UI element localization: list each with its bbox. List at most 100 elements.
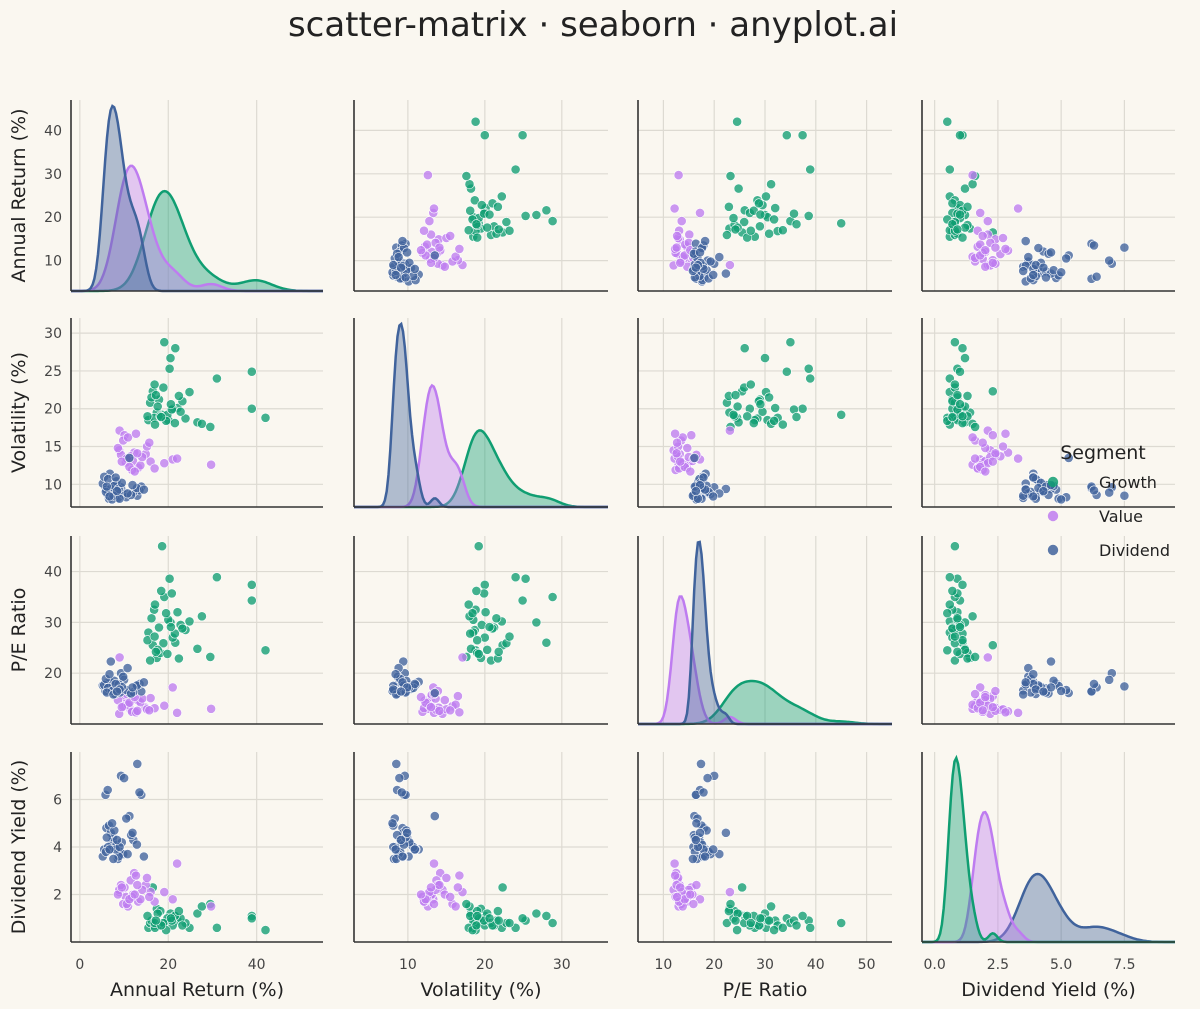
scatter-point-growth: [755, 399, 766, 410]
scatter-point-value: [454, 243, 465, 254]
scatter-point-growth: [246, 403, 257, 414]
scatter-point-growth: [246, 913, 257, 924]
scatter-point-value: [445, 230, 456, 241]
scatter-point-dividend: [1038, 686, 1049, 697]
scatter-point-growth: [547, 216, 558, 226]
scatter-point-growth: [531, 908, 542, 919]
scatter-point-value: [426, 702, 436, 713]
scatter-point-value: [457, 652, 468, 663]
scatter-point-growth: [944, 599, 955, 610]
scatter-point-dividend: [118, 671, 129, 682]
scatter-point-dividend: [1089, 240, 1099, 251]
scatter-point-growth: [755, 209, 766, 220]
x-tick-label: 40: [807, 957, 825, 973]
scatter-point-growth: [541, 911, 552, 921]
scatter-point-growth: [745, 225, 756, 236]
scatter-point-value: [669, 858, 680, 869]
scatter-point-value: [970, 453, 980, 464]
scatter-point-value: [450, 251, 461, 262]
scatter-point-growth: [180, 413, 191, 424]
scatter-point-value: [695, 894, 705, 905]
scatter-point-growth: [154, 622, 164, 633]
scatter-point-dividend: [121, 813, 132, 824]
scatter-point-value: [145, 693, 156, 703]
scatter-point-dividend: [1028, 669, 1039, 680]
legend: Segment Growth Value Dividend: [1047, 442, 1170, 560]
scatter-point-growth: [504, 225, 515, 236]
scatter-point-growth: [836, 218, 847, 229]
scatter-point-value: [416, 692, 426, 702]
scatter-point-growth: [479, 130, 490, 141]
scatter-point-value: [1013, 707, 1023, 718]
scatter-point-growth: [491, 613, 502, 624]
scatter-point-growth: [805, 922, 816, 933]
scatter-point-value: [672, 230, 682, 241]
scatter-point-growth: [777, 225, 788, 236]
scatter-point-value: [670, 870, 680, 881]
chart-title: scatter-matrix · seaborn · anyplot.ai: [288, 5, 898, 45]
scatter-point-growth: [947, 586, 958, 596]
scatter-point-dividend: [688, 854, 698, 864]
scatter-point-growth: [732, 116, 742, 127]
scatter-point-growth: [196, 611, 207, 622]
panel-r0-c2: [637, 100, 892, 292]
scatter-point-growth: [970, 421, 980, 432]
x-tick-label: 20: [705, 957, 723, 973]
scatter-point-growth: [156, 586, 167, 596]
scatter-point-value: [439, 695, 450, 705]
scatter-point-value: [990, 242, 1001, 253]
y-tick-label: 20: [44, 210, 62, 226]
scatter-point-value: [675, 257, 686, 268]
scatter-point-growth: [480, 607, 491, 618]
scatter-point-value: [142, 873, 152, 883]
scatter-point-dividend: [104, 669, 115, 680]
scatter-point-growth: [246, 366, 257, 377]
scatter-point-dividend: [127, 682, 138, 693]
scatter-point-value: [980, 692, 991, 702]
scatter-point-growth: [722, 230, 732, 240]
panel-r0-c3: [921, 100, 1175, 292]
scatter-point-value: [987, 702, 998, 713]
kde-fill-dividend: [638, 542, 892, 724]
scatter-point-value: [144, 437, 155, 448]
scatter-point-value: [114, 652, 125, 663]
scatter-point-growth: [957, 343, 968, 354]
legend-items: Growth Value Dividend: [1047, 473, 1170, 560]
scatter-point-growth: [150, 646, 161, 657]
y-axis-label: Dividend Yield (%): [8, 760, 30, 934]
scatter-point-dividend: [1119, 242, 1130, 253]
y-tick-label: 40: [44, 565, 62, 581]
scatter-point-value: [172, 707, 182, 718]
x-tick-label: 0.0: [924, 957, 946, 973]
scatter-point-dividend: [1104, 674, 1115, 685]
scatter-point-value: [132, 705, 143, 716]
scatter-point-value: [167, 894, 178, 905]
panel-r3-c2: 10 20 30 40 50 P/E Ratio: [637, 752, 892, 1001]
scatter-point-value: [429, 899, 439, 909]
scatter-point-dividend: [721, 268, 731, 279]
scatter-point-growth: [177, 623, 188, 634]
scatter-point-dividend: [112, 835, 122, 845]
scatter-point-value: [980, 245, 991, 256]
scatter-point-growth: [764, 915, 774, 926]
scatter-point-value: [987, 430, 998, 441]
scatter-point-growth: [781, 130, 792, 141]
scatter-point-growth: [805, 164, 816, 175]
scatter-point-growth: [764, 392, 774, 403]
scatter-point-dividend: [429, 250, 440, 261]
scatter-point-value: [429, 203, 439, 214]
scatter-point-value: [206, 901, 216, 912]
scatter-point-value: [982, 216, 993, 226]
scatter-point-growth: [755, 913, 766, 924]
scatter-point-growth: [463, 225, 474, 236]
scatter-point-growth: [730, 390, 741, 400]
scatter-point-value: [987, 257, 998, 268]
scatter-point-growth: [520, 573, 531, 584]
scatter-point-growth: [465, 205, 476, 216]
scatter-point-dividend: [1104, 255, 1115, 266]
scatter-point-value: [977, 230, 988, 241]
scatter-point-growth: [942, 116, 953, 127]
scatter-point-growth: [497, 882, 508, 893]
scatter-point-dividend: [112, 686, 122, 697]
